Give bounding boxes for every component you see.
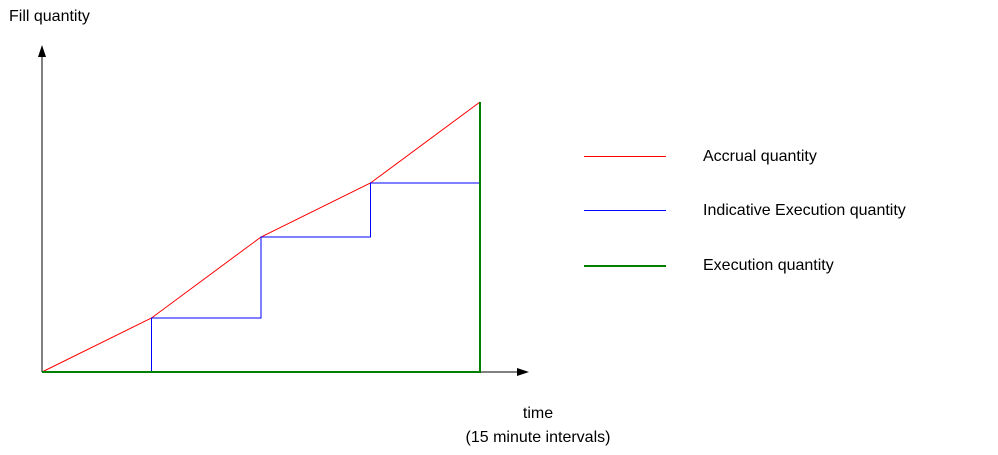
legend-label-accrual: Accrual quantity [703,148,817,165]
legend-item-accrual: Accrual quantity [584,145,998,169]
x-axis-note: (15 minute intervals) [465,429,611,446]
x-axis-title: time [522,405,554,422]
legend-label-indicative: Indicative Execution quantity [703,202,906,219]
legend-swatch-accrual [584,156,666,157]
legend-item-indicative: Indicative Execution quantity [584,199,998,223]
y-axis-label: Fill quantity [9,8,90,25]
legend-label-execution: Execution quantity [703,257,834,274]
axes [38,45,529,376]
series-group [41,101,481,373]
x-axis-label: time (15 minute intervals) [438,402,638,450]
series-indicative-line [42,102,481,373]
y-axis-arrow-icon [38,45,46,57]
legend-swatch-execution [584,265,666,267]
legend-item-execution: Execution quantity [584,254,998,278]
x-axis-arrow-icon [517,368,529,376]
series-execution-line [42,102,481,373]
legend-swatch-indicative [584,210,666,211]
